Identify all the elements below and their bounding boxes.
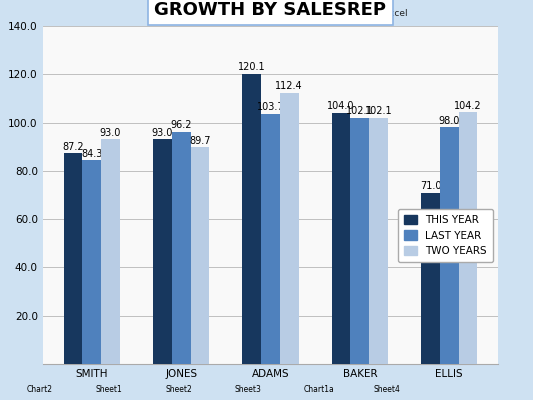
Text: Sheet2: Sheet2 — [165, 384, 192, 394]
Text: Chart1a: Chart1a — [304, 384, 335, 394]
Text: 87.2: 87.2 — [62, 142, 84, 152]
Bar — [332, 113, 351, 364]
Text: 102.1: 102.1 — [365, 106, 392, 116]
Bar — [440, 127, 458, 364]
Bar — [83, 160, 101, 364]
Bar — [458, 112, 478, 364]
Bar — [101, 140, 120, 364]
Legend: THIS YEAR, LAST YEAR, TWO YEARS: THIS YEAR, LAST YEAR, TWO YEARS — [398, 209, 493, 262]
Text: 93.0: 93.0 — [100, 128, 121, 138]
Bar — [172, 132, 190, 364]
Text: 93.0: 93.0 — [152, 128, 173, 138]
Bar — [421, 192, 440, 364]
Text: 96.2: 96.2 — [171, 120, 192, 130]
Text: 120.1: 120.1 — [238, 62, 265, 72]
Text: 71.0: 71.0 — [419, 181, 441, 191]
Text: My Charts  [Last saved by user] - Microsoft Excel: My Charts [Last saved by user] - Microso… — [187, 8, 407, 18]
Bar — [63, 154, 83, 364]
Title: GROWTH BY SALESREP: GROWTH BY SALESREP — [155, 1, 386, 19]
Bar — [369, 118, 388, 364]
Text: Sheet1: Sheet1 — [96, 384, 123, 394]
Text: 102.1: 102.1 — [346, 106, 374, 116]
Text: 98.0: 98.0 — [439, 116, 460, 126]
Bar — [261, 114, 280, 364]
Text: 104.0: 104.0 — [327, 101, 355, 111]
Bar — [153, 140, 172, 364]
Text: 104.2: 104.2 — [454, 101, 482, 111]
Text: Sheet4: Sheet4 — [373, 384, 400, 394]
Bar — [190, 148, 209, 364]
Text: 103.7: 103.7 — [257, 102, 284, 112]
Bar — [351, 118, 369, 364]
Text: 84.3: 84.3 — [81, 149, 102, 159]
Text: 89.7: 89.7 — [189, 136, 211, 146]
Text: 112.4: 112.4 — [276, 81, 303, 91]
Bar — [243, 74, 261, 364]
Text: Sheet3: Sheet3 — [235, 384, 261, 394]
Bar — [280, 93, 298, 364]
Text: Chart2: Chart2 — [27, 384, 53, 394]
